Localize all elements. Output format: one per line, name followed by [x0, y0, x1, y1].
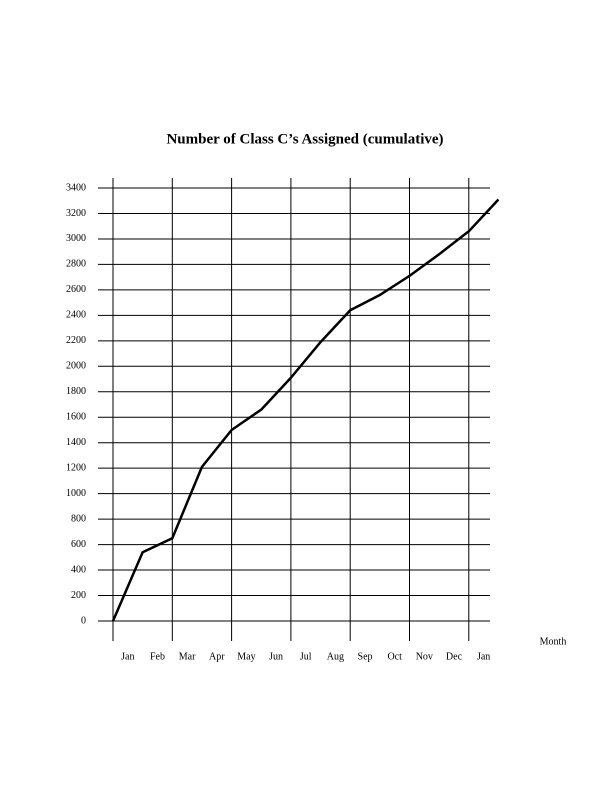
x-tick-label: Apr: [209, 651, 225, 662]
x-tick-label: Jan: [477, 651, 490, 662]
y-tick-label: 3000: [66, 233, 86, 244]
x-tick-label: Jul: [300, 651, 312, 662]
y-tick-label: 1000: [66, 488, 86, 499]
y-tick-label: 800: [71, 513, 86, 524]
x-tick-label: Mar: [179, 651, 196, 662]
y-tick-label: 2400: [66, 310, 86, 321]
x-tick-label: Dec: [446, 651, 463, 662]
x-tick-label: Aug: [327, 651, 344, 662]
data-line: [111, 198, 500, 622]
y-tick-label: 2600: [66, 284, 86, 295]
x-tick-label: Nov: [416, 651, 433, 662]
y-tick-label: 1600: [66, 412, 86, 423]
y-tick-label: 2800: [66, 259, 86, 270]
y-tick-label: 1800: [66, 386, 86, 397]
x-axis-label: Month: [540, 636, 567, 647]
y-tick-label: 400: [71, 564, 86, 575]
y-tick-label: 1400: [66, 437, 86, 448]
y-tick-label: 600: [71, 539, 86, 550]
y-tick-label: 2200: [66, 335, 86, 346]
x-tick-label: Jun: [269, 651, 283, 662]
y-tick-label: 3200: [66, 208, 86, 219]
x-tick-label: Jan: [121, 651, 134, 662]
y-tick-label: 2000: [66, 361, 86, 372]
y-tick-label: 3400: [66, 182, 86, 193]
x-tick-label: Oct: [387, 651, 402, 662]
y-tick-label: 1200: [66, 462, 86, 473]
x-tick-label: Sep: [358, 651, 373, 662]
x-tick-label: Feb: [150, 651, 165, 662]
y-tick-label: 200: [71, 590, 86, 601]
chart-title: Number of Class C’s Assigned (cumulative…: [166, 131, 443, 147]
y-tick-label: 0: [81, 615, 86, 626]
x-tick-label: May: [237, 651, 255, 662]
